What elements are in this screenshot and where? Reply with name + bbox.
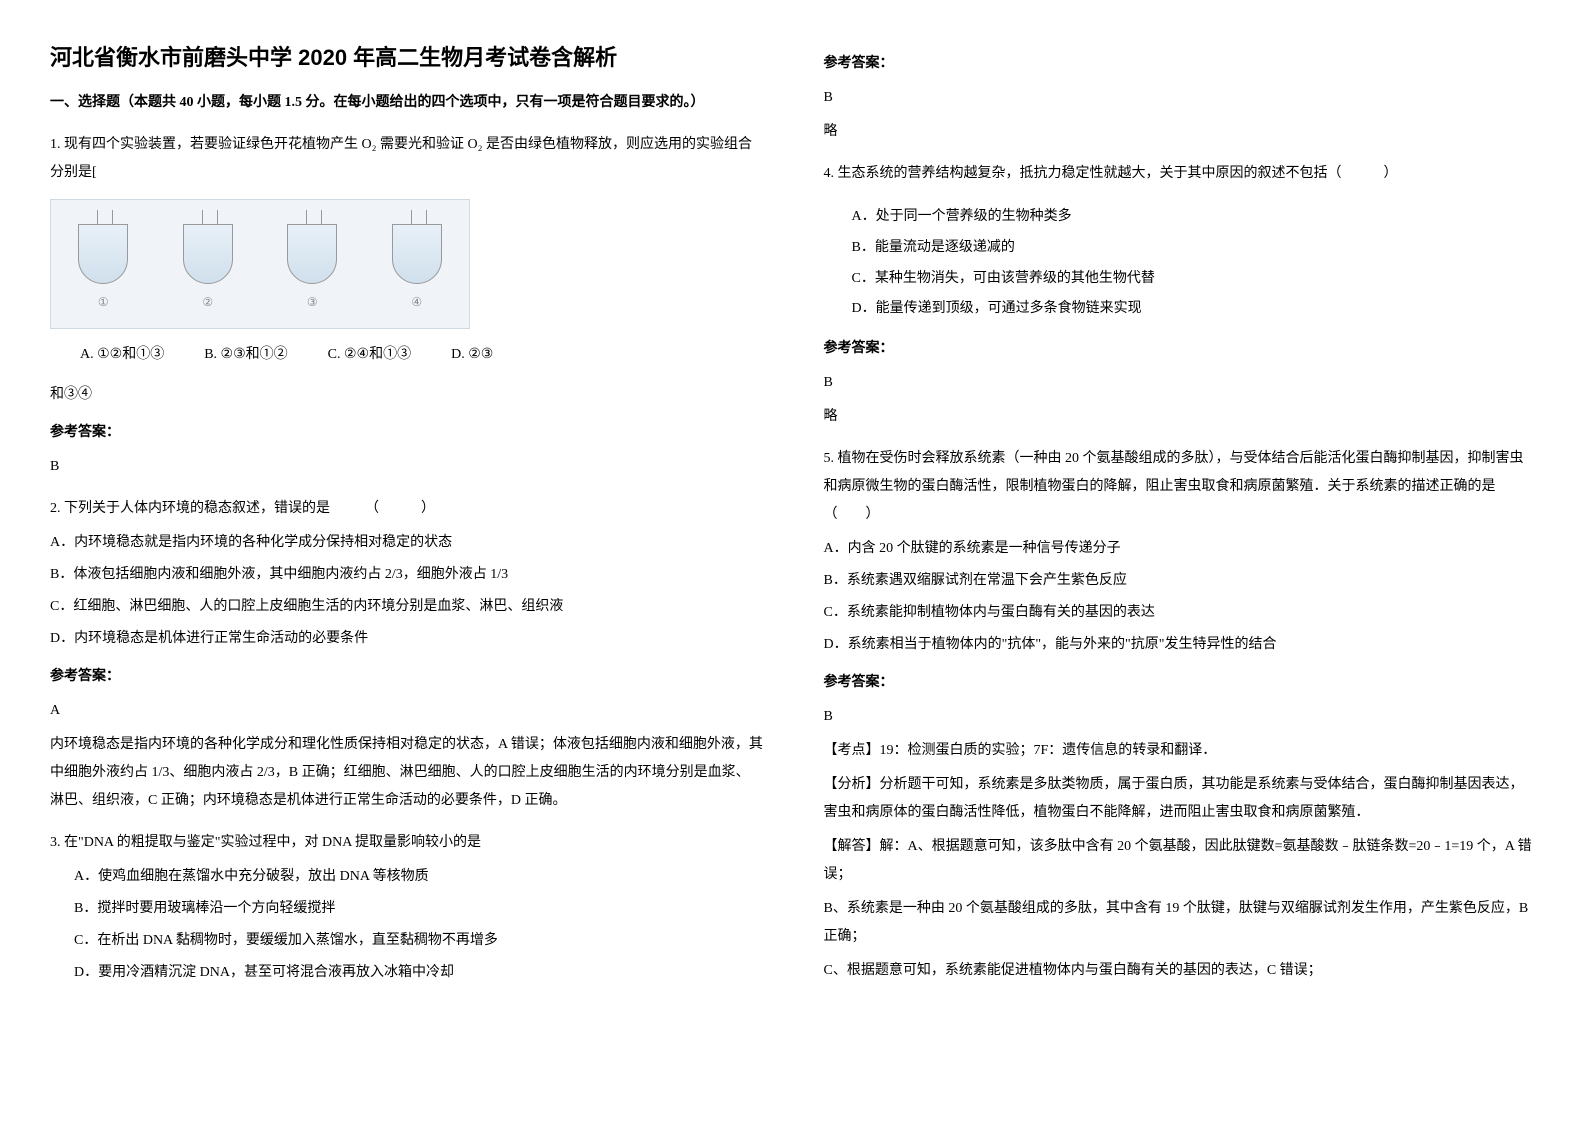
q5-fenxi: 【分析】分析题干可知，系统素是多肽类物质，属于蛋白质，其功能是系统素与受体结合，… [824, 771, 1538, 827]
figure-item-4: ④ [372, 214, 462, 314]
q2-answer-label: 参考答案： [50, 663, 764, 691]
page-container: 河北省衡水市前磨头中学 2020 年高二生物月考试卷含解析 一、选择题（本题共 … [50, 40, 1537, 1001]
q1-answer-label: 参考答案： [50, 419, 764, 447]
q4-text: 4. 生态系统的营养结构越复杂，抵抗力稳定性就越大，关于其中原因的叙述不包括（ … [824, 160, 1538, 188]
q5-kaodian: 【考点】19：检测蛋白质的实验；7F：遗传信息的转录和翻译． [824, 737, 1538, 765]
figure-item-3: ③ [267, 214, 357, 314]
figure-item-1: ① [58, 214, 148, 314]
q1-options-suffix: 和③④ [50, 381, 764, 409]
q5-text: 5. 植物在受伤时会释放系统素（一种由 20 个氨基酸组成的多肽），与受体结合后… [824, 445, 1538, 529]
q1-option-c: C. ②④和①③ [328, 341, 411, 369]
q3-option-b: B．搅拌时要用玻璃棒沿一个方向轻缓搅拌 [50, 895, 764, 923]
q4-answer-note: 略 [824, 403, 1538, 431]
q3-option-d: D．要用冷酒精沉淀 DNA，甚至可将混合液再放入冰箱中冷却 [50, 959, 764, 987]
q4-option-a: A．处于同一个营养级的生物种类多 [824, 202, 1538, 233]
q1-text: 1. 现有四个实验装置，若要验证绿色开花植物产生 O₂ 需要光和验证 O₂ 是否… [50, 131, 764, 187]
q1-option-d: D. ②③ [451, 341, 493, 369]
question-1: 1. 现有四个实验装置，若要验证绿色开花植物产生 O₂ 需要光和验证 O₂ 是否… [50, 131, 764, 481]
q2-option-a: A．内环境稳态就是指内环境的各种化学成分保持相对稳定的状态 [50, 529, 764, 557]
question-3-answer: 参考答案： B 略 [824, 50, 1538, 146]
q3-text: 3. 在"DNA 的粗提取与鉴定"实验过程中，对 DNA 提取量影响较小的是 [50, 829, 764, 857]
main-title: 河北省衡水市前磨头中学 2020 年高二生物月考试卷含解析 [50, 40, 764, 72]
q2-answer: A [50, 697, 764, 725]
q2-option-b: B．体液包括细胞内液和细胞外液，其中细胞内液约占 2/3，细胞外液占 1/3 [50, 561, 764, 589]
q3-option-c: C．在析出 DNA 黏稠物时，要缓缓加入蒸馏水，直至黏稠物不再增多 [50, 927, 764, 955]
q5-answer-label: 参考答案： [824, 669, 1538, 697]
q5-jieda-c: C、根据题意可知，系统素能促进植物体内与蛋白酶有关的基因的表达，C 错误； [824, 957, 1538, 985]
q3-options: A．使鸡血细胞在蒸馏水中充分破裂，放出 DNA 等核物质 B．搅拌时要用玻璃棒沿… [50, 863, 764, 987]
q3-option-a: A．使鸡血细胞在蒸馏水中充分破裂，放出 DNA 等核物质 [50, 863, 764, 891]
q3-answer-label: 参考答案： [824, 50, 1538, 78]
q5-option-a: A．内含 20 个肽键的系统素是一种信号传递分子 [824, 535, 1538, 563]
q1-option-a: A. ①②和①③ [80, 341, 164, 369]
q2-option-d: D．内环境稳态是机体进行正常生命活动的必要条件 [50, 625, 764, 653]
q5-options: A．内含 20 个肽键的系统素是一种信号传递分子 B．系统素遇双缩脲试剂在常温下… [824, 535, 1538, 659]
q4-option-d: D．能量传递到顶级，可通过多条食物链来实现 [824, 294, 1538, 325]
question-3: 3. 在"DNA 的粗提取与鉴定"实验过程中，对 DNA 提取量影响较小的是 A… [50, 829, 764, 987]
q2-explanation: 内环境稳态是指内环境的各种化学成分和理化性质保持相对稳定的状态，A 错误；体液包… [50, 731, 764, 815]
q5-jieda-a: 【解答】解：A、根据题意可知，该多肽中含有 20 个氨基酸，因此肽键数=氨基酸数… [824, 833, 1538, 889]
q3-answer-note: 略 [824, 118, 1538, 146]
q4-answer-label: 参考答案： [824, 335, 1538, 363]
figure-item-2: ② [163, 214, 253, 314]
section-header: 一、选择题（本题共 40 小题，每小题 1.5 分。在每小题给出的四个选项中，只… [50, 90, 764, 115]
q4-option-b: B．能量流动是逐级递减的 [824, 233, 1538, 264]
q3-answer: B [824, 84, 1538, 112]
q1-options: A. ①②和①③ B. ②③和①② C. ②④和①③ D. ②③ [50, 341, 764, 369]
right-column: 参考答案： B 略 4. 生态系统的营养结构越复杂，抵抗力稳定性就越大，关于其中… [824, 40, 1538, 1001]
question-2: 2. 下列关于人体内环境的稳态叙述，错误的是 （ ） A．内环境稳态就是指内环境… [50, 495, 764, 815]
q2-option-c: C．红细胞、淋巴细胞、人的口腔上皮细胞生活的内环境分别是血浆、淋巴、组织液 [50, 593, 764, 621]
q5-option-d: D．系统素相当于植物体内的"抗体"，能与外来的"抗原"发生特异性的结合 [824, 631, 1538, 659]
q5-option-c: C．系统素能抑制植物体内与蛋白酶有关的基因的表达 [824, 599, 1538, 627]
left-column: 河北省衡水市前磨头中学 2020 年高二生物月考试卷含解析 一、选择题（本题共 … [50, 40, 764, 1001]
question-5: 5. 植物在受伤时会释放系统素（一种由 20 个氨基酸组成的多肽），与受体结合后… [824, 445, 1538, 985]
q4-options: A．处于同一个营养级的生物种类多 B．能量流动是逐级递减的 C．某种生物消失，可… [824, 202, 1538, 325]
q5-jieda-b: B、系统素是一种由 20 个氨基酸组成的多肽，其中含有 19 个肽键，肽键与双缩… [824, 895, 1538, 951]
q5-option-b: B．系统素遇双缩脲试剂在常温下会产生紫色反应 [824, 567, 1538, 595]
q1-figure: ① ② ③ ④ [50, 199, 470, 329]
q2-options: A．内环境稳态就是指内环境的各种化学成分保持相对稳定的状态 B．体液包括细胞内液… [50, 529, 764, 653]
q1-option-b: B. ②③和①② [204, 341, 287, 369]
question-4: 4. 生态系统的营养结构越复杂，抵抗力稳定性就越大，关于其中原因的叙述不包括（ … [824, 160, 1538, 431]
q4-option-c: C．某种生物消失，可由该营养级的其他生物代替 [824, 264, 1538, 295]
q1-answer: B [50, 453, 764, 481]
q4-answer: B [824, 369, 1538, 397]
q2-text: 2. 下列关于人体内环境的稳态叙述，错误的是 （ ） [50, 495, 764, 523]
q5-answer: B [824, 703, 1538, 731]
